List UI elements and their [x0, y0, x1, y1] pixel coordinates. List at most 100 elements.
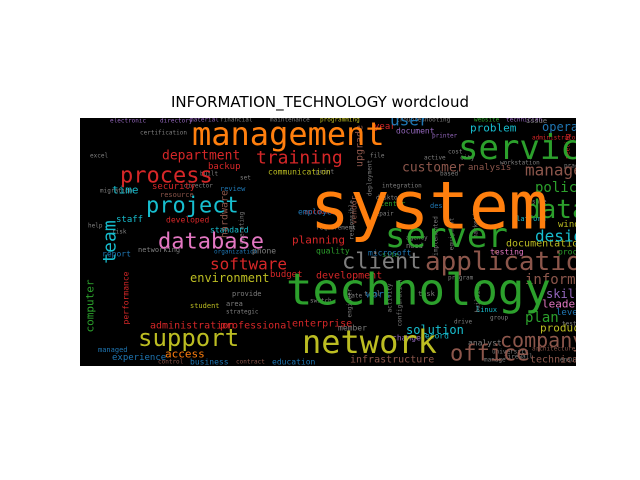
word-phone: phone: [252, 247, 276, 256]
word-technical: technical: [530, 355, 576, 366]
word-upgrade: upgrade: [355, 125, 366, 167]
word-programming: programming: [320, 118, 360, 124]
word-operating: operating: [239, 211, 246, 244]
word-resource: resource: [160, 191, 194, 199]
word-process: process: [120, 164, 213, 189]
word-architecture: architecture: [532, 346, 576, 353]
word-practice: practice: [564, 163, 576, 170]
word-manage: manage: [484, 357, 506, 364]
word-management: management: [192, 118, 385, 153]
word-infrastructure: infrastructure: [350, 355, 434, 366]
word-building: building: [475, 283, 482, 312]
word-migration: migration: [100, 188, 133, 195]
word-information: information: [525, 272, 576, 288]
word-documentation: documentation: [506, 239, 576, 250]
word-center: center: [380, 200, 405, 208]
word-skill: skill: [546, 287, 576, 301]
word-state: state: [344, 293, 362, 300]
word-director: director: [184, 183, 213, 190]
word-manager: manager: [525, 161, 576, 180]
word-desk: desk: [430, 202, 448, 210]
word-area: area: [226, 300, 243, 308]
word-program: program: [448, 275, 474, 282]
word-communication: communication: [268, 168, 331, 177]
word-product: product: [540, 322, 576, 335]
word-certification: certification: [140, 130, 187, 137]
word-database: database: [158, 230, 264, 255]
word-control: control: [158, 359, 184, 366]
word-administration: administration: [150, 321, 234, 332]
word-client: client: [342, 250, 421, 275]
word-excel: excel: [90, 153, 108, 160]
word-test: test: [562, 321, 576, 328]
word-performance: performance: [122, 271, 131, 324]
word-backup: backup: [208, 162, 241, 172]
word-operation: operation: [542, 120, 576, 134]
word-platform: platform: [512, 215, 546, 223]
word-procedure: procedure: [558, 248, 576, 257]
word-requirement: requirement: [316, 225, 356, 232]
word-firewall: firewall: [504, 354, 533, 361]
word-built: built: [200, 171, 218, 178]
word-planning: planning: [292, 234, 345, 247]
word-analysis: analysis: [468, 163, 511, 173]
word-vendor: vendor: [350, 195, 359, 224]
word-risk: risk: [112, 229, 127, 236]
word-printer: printer: [432, 133, 458, 140]
word-responsible: responsible: [349, 200, 356, 240]
word-report: report: [102, 250, 131, 259]
word-deployment: deployment: [367, 160, 374, 197]
word-member: member: [338, 324, 367, 333]
word-sale: sale: [532, 199, 547, 206]
word-maintenance: maintenance: [270, 118, 310, 124]
word-review: review: [220, 185, 246, 193]
word-drive: drive: [454, 319, 472, 326]
word-user: user: [390, 118, 429, 130]
word-need: need: [406, 242, 423, 250]
word-support: support: [138, 324, 239, 352]
word-server: server: [385, 216, 508, 256]
word-testing: testing: [490, 248, 524, 257]
word-record: record: [420, 332, 449, 341]
word-workstation: workstation: [500, 160, 540, 167]
word-enterprise: enterprise: [292, 319, 352, 330]
word-issue: issue: [526, 118, 547, 125]
word-project: project: [146, 194, 239, 219]
word-experience: experience: [112, 353, 166, 363]
word-office: office: [450, 342, 529, 367]
word-system: system: [310, 168, 548, 245]
word-file: file: [370, 153, 385, 160]
word-marketing: marketing: [473, 205, 480, 238]
word-education: education: [272, 358, 316, 367]
word-professional: professional: [220, 321, 292, 332]
word-active: active: [424, 155, 446, 162]
word-company: company: [500, 328, 576, 352]
word-design: design: [535, 227, 576, 246]
word-change: change: [392, 334, 421, 343]
word-policy: policy: [535, 180, 576, 196]
word-level: level: [556, 308, 576, 318]
word-set: set: [240, 175, 251, 182]
word-student: student: [190, 302, 220, 310]
word-electronic: electronic: [110, 118, 147, 125]
word-account: account: [304, 208, 334, 216]
word-managed: managed: [98, 346, 128, 354]
word-city: city: [460, 155, 475, 162]
word-software: software: [210, 255, 287, 274]
word-organization: organization: [214, 249, 258, 256]
word-computer: computer: [84, 279, 97, 332]
word-application: application: [425, 247, 576, 277]
word-financial: financial: [220, 118, 253, 124]
word-microsoft: microsoft: [368, 249, 412, 258]
word-security: security: [152, 182, 196, 192]
word-window: window: [558, 220, 576, 230]
word-activity: activity: [387, 283, 394, 312]
word-based: based: [440, 171, 458, 178]
word-technology: technology: [286, 265, 551, 316]
word-standard: standard: [210, 226, 249, 235]
word-university: university: [492, 349, 529, 356]
word-linux: linux: [476, 306, 497, 314]
word-help: help: [88, 223, 103, 230]
word-desktop: desktop: [376, 195, 402, 202]
